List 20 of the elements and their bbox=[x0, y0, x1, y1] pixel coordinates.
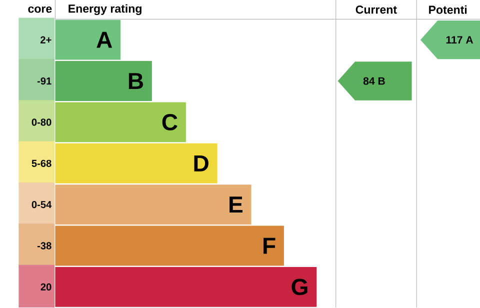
y-tick-label: 0-80 bbox=[32, 118, 52, 126]
annotation: B bbox=[128, 73, 143, 90]
y-axis-title: core bbox=[28, 6, 52, 14]
annotation: D bbox=[194, 156, 208, 172]
y-tick-label: 2+ bbox=[40, 36, 52, 44]
annotation: A bbox=[96, 32, 112, 48]
y-tick-label: 5-68 bbox=[32, 160, 52, 168]
annotation: C bbox=[162, 114, 178, 131]
annotation: E bbox=[230, 196, 242, 213]
y-tick-label: 0-54 bbox=[32, 201, 52, 208]
y-tick-label: -38 bbox=[37, 242, 52, 250]
y-tick-label: 20 bbox=[40, 284, 52, 291]
text: 117 A bbox=[446, 36, 474, 44]
text: Potenti bbox=[429, 6, 467, 14]
y-tick-label: -91 bbox=[37, 78, 52, 85]
x-axis-title: Energy rating bbox=[68, 4, 142, 16]
annotation: F bbox=[264, 238, 276, 254]
text: 84 B bbox=[363, 78, 385, 85]
annotation: G bbox=[292, 279, 308, 296]
text: Current bbox=[356, 6, 397, 14]
